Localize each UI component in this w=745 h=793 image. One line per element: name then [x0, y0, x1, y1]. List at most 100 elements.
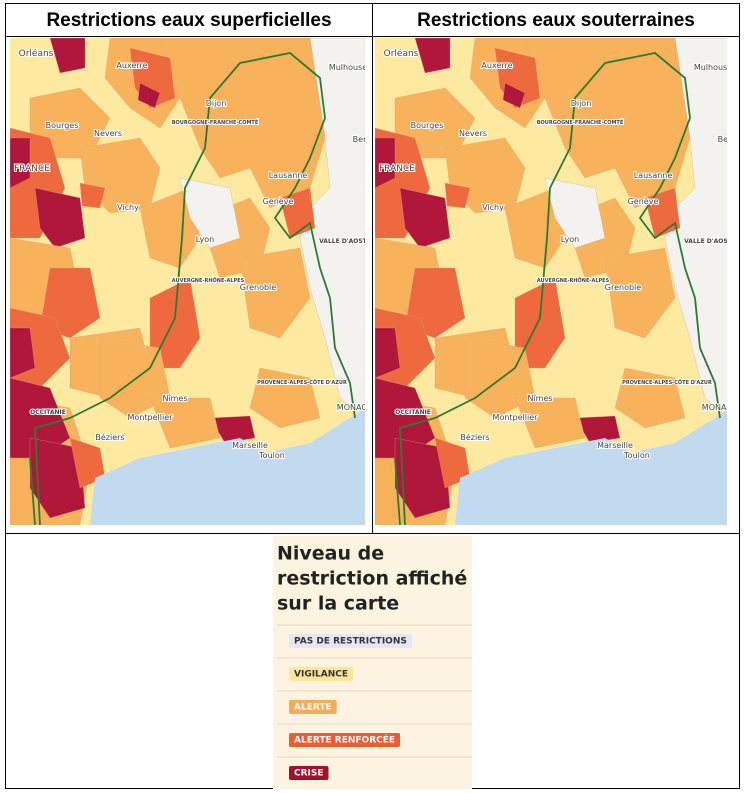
map-label: MONACO	[702, 403, 738, 412]
map-label: AUVERGNE-RHÔNE-ALPES	[172, 277, 245, 284]
legend-label: VIGILANCE	[294, 670, 348, 680]
region	[10, 327, 36, 379]
map-label: Toulon	[623, 451, 650, 460]
region	[524, 38, 691, 209]
map: Orléans Auxerre Mulhouse Dijon BOURGOGNE-FRA…	[10, 38, 373, 525]
map-label: Bourges	[46, 121, 79, 130]
region	[299, 38, 365, 419]
map-label: Grenoble	[605, 283, 642, 292]
region	[137, 82, 161, 109]
region	[239, 247, 311, 339]
map-label: Bern	[353, 135, 372, 144]
region	[664, 38, 727, 416]
region	[10, 137, 31, 189]
map-label: Lyon	[196, 235, 214, 244]
legend-badge	[289, 634, 412, 648]
map-label: PROVENCE-ALPES-CÔTE D'AZUR	[622, 379, 712, 386]
map-label: Auxerre	[481, 61, 512, 70]
map-label: Marseille	[597, 441, 633, 450]
map-label: Vichy	[482, 203, 504, 212]
map-label: Dijon	[206, 99, 227, 108]
legend-title: restriction affiché	[277, 568, 467, 590]
region	[49, 38, 86, 74]
map-label: Lausanne	[634, 171, 673, 180]
map-label: Béziers	[95, 432, 124, 442]
sea	[455, 410, 727, 525]
legend-label: PAS DE RESTRICTIONS	[294, 637, 407, 647]
legend-badge	[289, 733, 401, 747]
map-label: Toulon	[258, 451, 285, 460]
map-label: Nîmes	[162, 394, 187, 403]
legend-label: ALERTE RENFORCÉE	[294, 734, 395, 746]
map: Orléans Auxerre Mulhouse Dijon BOURGOGNE-FRA…	[375, 38, 738, 525]
region	[444, 182, 471, 209]
region	[502, 82, 526, 109]
legend-label: CRISE	[294, 769, 324, 779]
legend-badge	[289, 700, 337, 714]
region	[149, 397, 221, 449]
map-label: Dijon	[571, 99, 592, 108]
legend-title: Niveau de	[277, 543, 384, 565]
map-label: Genève	[263, 196, 294, 206]
map-label: Béziers	[460, 432, 489, 442]
region	[614, 367, 686, 429]
legend-label: ALERTE	[294, 703, 332, 713]
map-label: VALLE D'AOSTA	[319, 238, 371, 245]
map-layer: Orléans Auxerre Mulhouse Dijon BOURGOGNE-FRA…	[10, 38, 373, 525]
region	[34, 187, 86, 249]
map-label: Auxerre	[116, 61, 147, 70]
map-label: BOURGOGNE-FRANCHE-COMTÉ	[537, 118, 624, 126]
region	[79, 182, 106, 209]
map-label: Marseille	[232, 441, 268, 450]
map-label: Nevers	[459, 129, 487, 138]
region	[375, 137, 396, 189]
region	[139, 187, 201, 269]
map-label: Orléans	[19, 48, 54, 59]
map-label: BOURGOGNE-FRANCHE-COMTÉ	[172, 118, 259, 126]
map-label: Vichy	[117, 203, 139, 212]
map-label: Genève	[628, 196, 659, 206]
legend-title: sur la carte	[277, 593, 399, 615]
map-label: OCCITANIE	[395, 409, 431, 416]
region	[514, 397, 586, 449]
map-label: Nîmes	[527, 394, 552, 403]
map-title: Restrictions eaux superficielles	[46, 10, 332, 31]
map-label: Montpellier	[128, 413, 174, 422]
map-label: Nevers	[94, 129, 122, 138]
map-label: FRANCE	[379, 164, 415, 174]
region	[504, 187, 566, 269]
map-label: OCCITANIE	[30, 409, 66, 416]
region-border	[29, 52, 356, 525]
map-label: Lausanne	[269, 171, 308, 180]
map-label: PROVENCE-ALPES-CÔTE D'AZUR	[257, 379, 347, 386]
region	[375, 327, 401, 379]
map-label: Bourges	[411, 121, 444, 130]
map-label: Orléans	[384, 48, 419, 59]
map-label: AUVERGNE-RHÔNE-ALPES	[537, 277, 610, 284]
region	[249, 367, 321, 429]
region	[209, 415, 256, 444]
region	[159, 38, 326, 209]
region-border	[394, 52, 721, 525]
map-label: VALLE D'AOSTA	[684, 238, 736, 245]
region	[414, 38, 451, 74]
map-label: Grenoble	[240, 283, 277, 292]
map-layer: Orléans Auxerre Mulhouse Dijon BOURGOGNE-FRA…	[375, 38, 738, 525]
region	[544, 177, 606, 249]
map-label: FRANCE	[14, 164, 50, 174]
region	[574, 415, 621, 444]
map-label: MONACO	[337, 403, 373, 412]
sea	[90, 408, 365, 525]
map-label: Lyon	[561, 235, 579, 244]
map-label: Mulhouse	[694, 63, 732, 72]
map-title: Restrictions eaux souterraines	[417, 10, 695, 31]
legend-badge	[289, 766, 329, 780]
map-label: Mulhouse	[329, 63, 367, 72]
region	[179, 177, 241, 249]
map-label: Montpellier	[493, 413, 539, 422]
map-label: Bern	[718, 135, 737, 144]
region	[604, 247, 676, 339]
legend-badge	[289, 667, 354, 681]
